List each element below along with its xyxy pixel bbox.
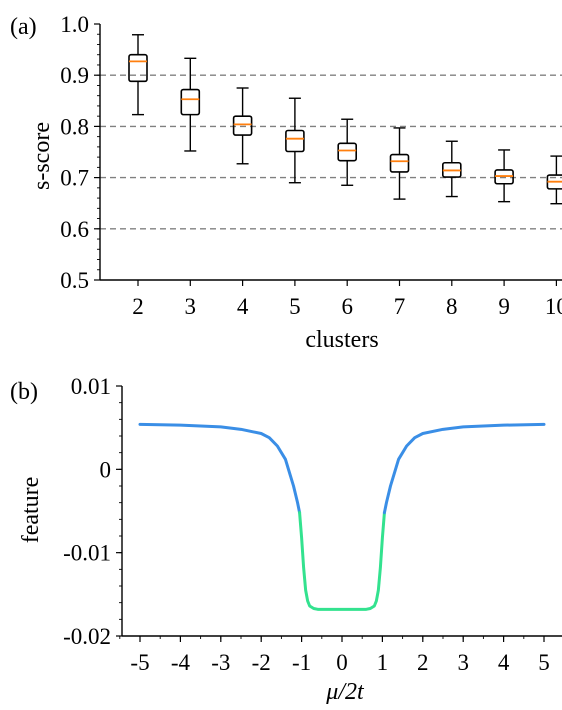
x-tick-label: 5 xyxy=(289,294,301,319)
x-tick-label: 2 xyxy=(132,294,144,319)
y-tick-label: 0.01 xyxy=(71,374,111,399)
x-tick-label: -1 xyxy=(292,650,311,675)
x-tick-label: 0 xyxy=(336,650,348,675)
y-tick-label: 0.8 xyxy=(60,114,89,139)
panel-a-x-axis-title: clusters xyxy=(305,327,378,353)
y-tick-label: -0.01 xyxy=(63,541,111,566)
panel-b-axes: -0.02 -0.01 0 0.01 -5 -4 -3 -2 -1 0 1 2 3 4 5 xyxy=(63,374,562,675)
x-tick-label: 4 xyxy=(498,650,510,675)
y-tick-label: 1.0 xyxy=(60,12,89,37)
y-tick-label: 0.7 xyxy=(60,166,89,191)
y-tick-label: 0 xyxy=(100,457,112,482)
panel-a-axes: 0.5 0.6 0.7 0.8 0.9 1.0 2 3 4 5 6 7 8 9 10 xyxy=(60,12,562,319)
y-tick-label: 0.6 xyxy=(60,217,89,242)
x-tick-label: 1 xyxy=(377,650,389,675)
x-tick-label: 8 xyxy=(446,294,458,319)
box-body xyxy=(389,153,410,173)
panel-a-y-axis-title: s-score xyxy=(29,122,55,190)
box-group xyxy=(285,97,305,184)
x-tick-label: 10 xyxy=(545,294,562,319)
x-tick-label: 7 xyxy=(394,294,406,319)
series-line-inner xyxy=(298,511,386,611)
series-line-outer xyxy=(138,422,302,515)
x-tick-label: 4 xyxy=(237,294,249,319)
x-tick-label: 2 xyxy=(417,650,429,675)
box-group xyxy=(337,118,358,186)
box-body xyxy=(337,142,358,162)
x-tick-label: 9 xyxy=(498,294,510,319)
panel-b-x-axis-title: μ/2t xyxy=(325,679,365,705)
panel-b-line-plot: (b) -0.02 -0.01 0 0.01 -5 -4 -3 -2 -1 0 1 2 3 4 5 μ/2t… xyxy=(10,374,562,705)
box-group xyxy=(232,87,253,165)
box-group xyxy=(441,140,462,198)
box-group xyxy=(389,127,410,200)
box-group xyxy=(494,149,514,203)
panel-a-reference-lines xyxy=(100,74,562,230)
box-body xyxy=(232,115,253,136)
x-tick-label: 3 xyxy=(185,294,197,319)
panel-b-label: (b) xyxy=(10,379,38,405)
x-tick-label: 5 xyxy=(538,650,550,675)
y-tick-label: 0.5 xyxy=(60,268,89,293)
box-group xyxy=(128,34,148,116)
y-tick-label: -0.02 xyxy=(63,624,111,649)
x-tick-label: 3 xyxy=(457,650,469,675)
panel-a-label: (a) xyxy=(10,14,37,40)
x-tick-label: -2 xyxy=(252,650,271,675)
box-body xyxy=(128,53,148,83)
box-body xyxy=(180,88,201,116)
x-tick-label: -4 xyxy=(171,650,191,675)
panel-b-lines xyxy=(138,422,546,611)
x-tick-label: -3 xyxy=(211,650,230,675)
box-group xyxy=(546,155,562,205)
x-tick-label: 6 xyxy=(341,294,353,319)
series-line-outer xyxy=(382,422,546,515)
box-group xyxy=(180,57,201,152)
panel-a-box-plot: (a) 0.5 0.6 0.7 0.8 0.9 1.0 2 3 4 5 6 7 8 9 10 cluster… xyxy=(10,12,562,353)
x-tick-label: -5 xyxy=(130,650,149,675)
panel-b-y-axis-title: feature xyxy=(18,477,44,544)
panel-a-boxes xyxy=(128,34,562,205)
y-tick-label: 0.9 xyxy=(60,63,89,88)
box-body xyxy=(285,129,305,153)
